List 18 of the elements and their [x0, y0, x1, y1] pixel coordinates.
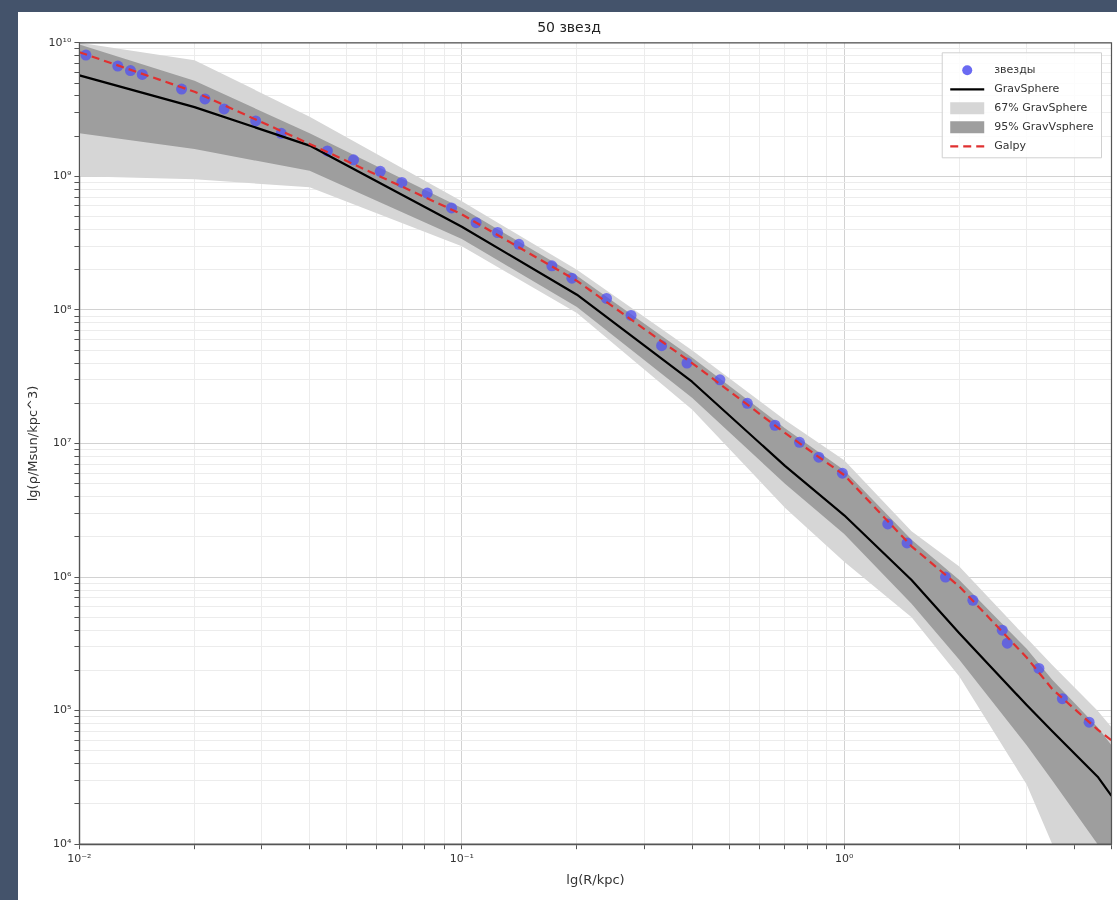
y-tick-label: 10⁸ — [52, 302, 72, 316]
x-tick-label: 10⁰ — [835, 851, 854, 865]
y-tick-label: 10⁵ — [52, 703, 72, 717]
legend-label: Galpy — [994, 139, 1027, 153]
legend-label: 95% GravVsphere — [994, 120, 1094, 134]
chart-title: 50 звезд — [537, 19, 601, 36]
x-tick-label: 10⁻¹ — [449, 851, 474, 865]
x-axis-title: lg(R/kpc) — [566, 871, 625, 887]
y-tick-label: 10⁶ — [52, 569, 72, 583]
y-tick-label: 10⁷ — [52, 436, 72, 450]
y-axis-title: lg(ρ/Msun/kpc^3) — [25, 385, 41, 502]
legend-label: 67% GravSphere — [994, 101, 1088, 115]
legend-label: звезды — [994, 63, 1036, 77]
y-tick-label: 10⁹ — [52, 169, 72, 183]
y-tick-label: 10⁴ — [52, 837, 72, 851]
y-tick-label: 10¹⁰ — [48, 35, 72, 49]
x-tick-label: 10⁻² — [67, 851, 92, 865]
legend-label: GravSphere — [994, 82, 1060, 96]
